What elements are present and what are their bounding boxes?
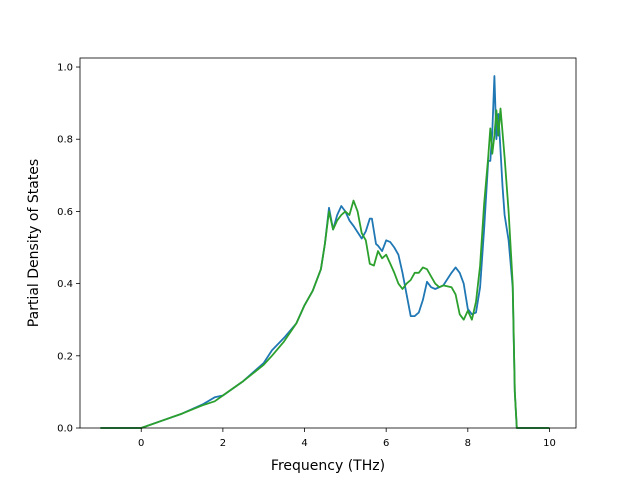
x-tick-label: 4 xyxy=(301,438,307,449)
y-tick-label: 0.6 xyxy=(57,207,73,218)
x-axis: 0 2 4 6 8 10 xyxy=(138,428,556,449)
x-tick-label: 2 xyxy=(220,438,226,449)
x-tick-label: 8 xyxy=(465,438,471,449)
y-tick-label: 0.8 xyxy=(57,135,73,146)
y-axis-label: Partial Density of States xyxy=(26,159,42,327)
y-tick-label: 0.2 xyxy=(57,351,73,362)
x-tick-label: 0 xyxy=(138,438,144,449)
series-layer xyxy=(100,75,550,429)
y-tick-label: 0.4 xyxy=(57,279,73,290)
y-axis: 0.0 0.2 0.4 0.6 0.8 1.0 xyxy=(57,63,80,435)
x-tick-label: 10 xyxy=(543,438,556,449)
plot-frame xyxy=(79,57,577,429)
x-tick-label: 6 xyxy=(383,438,389,449)
y-tick-label: 0.0 xyxy=(57,424,73,435)
x-axis-label: Frequency (THz) xyxy=(271,458,385,474)
y-tick-label: 1.0 xyxy=(57,63,73,74)
series-line-2 xyxy=(100,107,550,429)
